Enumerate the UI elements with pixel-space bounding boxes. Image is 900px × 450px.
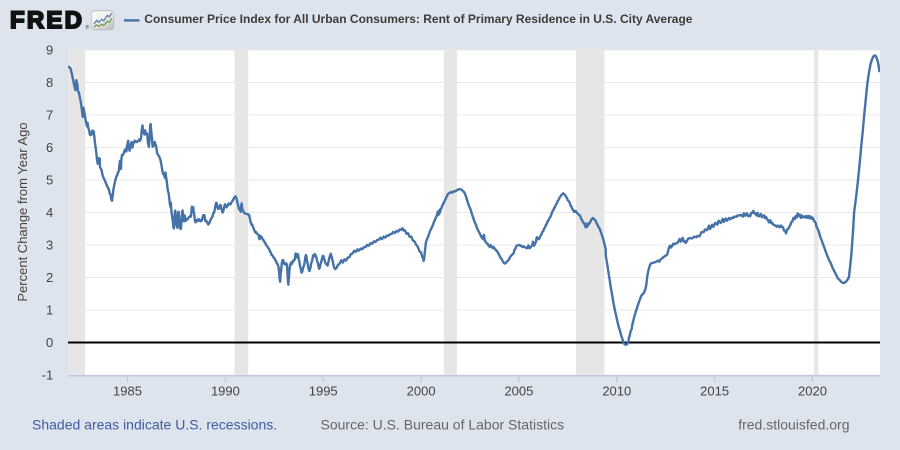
svg-text:Shaded areas indicate U.S. rec: Shaded areas indicate U.S. recessions. <box>32 416 277 432</box>
svg-text:Source: U.S. Bureau of Labor S: Source: U.S. Bureau of Labor Statistics <box>321 416 565 432</box>
svg-text:8: 8 <box>46 75 53 90</box>
svg-text:5: 5 <box>46 173 53 188</box>
svg-text:®: ® <box>86 24 90 31</box>
svg-text:2015: 2015 <box>700 384 729 399</box>
svg-text:1: 1 <box>46 303 53 318</box>
svg-text:-1: -1 <box>42 368 54 383</box>
svg-text:Percent Change from Year Ago: Percent Change from Year Ago <box>15 122 30 301</box>
svg-text:FRED: FRED <box>10 7 84 34</box>
svg-text:1990: 1990 <box>211 384 240 399</box>
svg-text:2020: 2020 <box>798 384 827 399</box>
svg-text:2: 2 <box>46 270 53 285</box>
svg-text:2000: 2000 <box>407 384 436 399</box>
svg-text:Consumer Price Index for All U: Consumer Price Index for All Urban Consu… <box>144 12 692 26</box>
svg-text:0: 0 <box>46 335 53 350</box>
svg-text:6: 6 <box>46 140 53 155</box>
svg-text:1985: 1985 <box>113 384 142 399</box>
svg-text:fred.stlouisfed.org: fred.stlouisfed.org <box>738 416 849 432</box>
svg-text:9: 9 <box>46 43 53 58</box>
svg-text:2005: 2005 <box>504 384 533 399</box>
svg-text:4: 4 <box>46 205 53 220</box>
svg-text:3: 3 <box>46 238 53 253</box>
svg-text:7: 7 <box>46 108 53 123</box>
svg-text:2010: 2010 <box>602 384 631 399</box>
svg-text:1995: 1995 <box>309 384 338 399</box>
